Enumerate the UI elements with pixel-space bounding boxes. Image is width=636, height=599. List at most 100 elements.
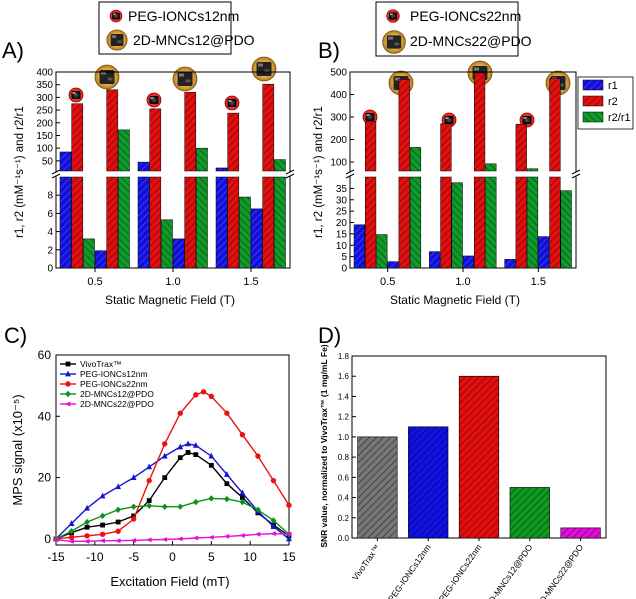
c-series-2-point-8 xyxy=(177,410,183,416)
panel-label-d: D) xyxy=(318,323,341,348)
c-series-line-4 xyxy=(55,532,290,542)
panel-b-legend: r1 r2 r2/r1 xyxy=(577,76,634,130)
legend-a-label-2: 2D-MNCs12@PDO xyxy=(133,32,255,48)
c-series-2-point-4 xyxy=(115,528,121,534)
c-series-0-point-3 xyxy=(100,522,105,528)
c-series-3-point-9 xyxy=(192,498,199,506)
d-ytick-label-1: 0.2 xyxy=(338,514,350,523)
panel-c-xlabel: Excitation Field (mT) xyxy=(110,574,229,589)
c-series-0-point-9 xyxy=(185,450,191,455)
d-ytick-label-6: 1.2 xyxy=(338,413,350,422)
a-xtick-label-1: 1.0 xyxy=(165,276,180,288)
panel-d-chart: SNR value, normalized to VivoTrax™ (1 mg… xyxy=(319,344,607,599)
b-bar-r2r1-2D-MNCs22@PDO-2 xyxy=(560,190,572,269)
b-ytick-upper-label-2: 300 xyxy=(330,113,347,124)
c-series-line-1 xyxy=(55,443,290,540)
d-ytick-label-3: 0.6 xyxy=(338,473,350,482)
a-bar-r2-2D-MNCs12@PDO-lower-0 xyxy=(106,176,119,269)
c-xtick-label-1: -10 xyxy=(86,550,104,564)
legend-label-r2r1: r2/r1 xyxy=(608,112,631,124)
b-bar-r2r1-2D-MNCs22@PDO-lower-0 xyxy=(409,176,422,269)
panel-d-ylabel: SNR value, normalized to VivoTrax™ (1 mg… xyxy=(319,344,329,547)
a-axis-break-mark-right-2 xyxy=(285,173,295,179)
c-series-4-point-14 xyxy=(270,531,276,537)
a-bar-r2r1-PEG-IONCs12nm-0 xyxy=(83,238,95,269)
a-xtick-label-0: 0.5 xyxy=(87,276,102,288)
c-series-4-point-12 xyxy=(239,533,245,538)
panel-b-xlabel: Static Magnetic Field (T) xyxy=(390,293,520,307)
c-series-4-point-2 xyxy=(83,538,90,544)
panel-a-chart: r1, r2 (mM⁻¹s⁻¹) and r2/r1 Static Magnet… xyxy=(14,56,295,307)
a-bar-r2r1-2D-MNCs12@PDO-upper-2 xyxy=(274,159,286,172)
a-bar-r2r1-2D-MNCs12@PDO-upper-1 xyxy=(196,147,208,172)
c-series-2-point-11 xyxy=(208,393,215,400)
panel-c-ylabel: MPS signal (x10⁻⁵) xyxy=(10,394,25,505)
b-bar-r2r1-PEG-IONCs22nm-1 xyxy=(451,182,463,269)
c-series-1-point-13 xyxy=(239,489,246,496)
a-axis-break-band xyxy=(53,172,293,176)
b-xtick-label-0: 0.5 xyxy=(380,276,395,288)
c-series-1-point-5 xyxy=(130,474,137,480)
nanoparticle-peg12-icon xyxy=(109,9,123,23)
panel-label-c: C) xyxy=(4,323,27,348)
a-bar-r1-2D-MNCs12@PDO-1 xyxy=(172,238,185,269)
c-series-line-0 xyxy=(55,451,290,540)
d-ytick-label-8: 1.6 xyxy=(338,372,350,381)
c-series-4-point-1 xyxy=(68,538,74,544)
a-bar-r1-PEG-IONCs12nm-upper-1 xyxy=(137,161,150,172)
c-ytick-label-0: 0 xyxy=(44,532,51,546)
c-ytick-label-1: 20 xyxy=(38,471,52,485)
a-axis-break-mark-left-1 xyxy=(51,169,61,175)
panel-a-xlabel: Static Magnetic Field (T) xyxy=(105,293,235,307)
b-bar-r2r1-2D-MNCs22@PDO-upper-1 xyxy=(485,163,497,172)
a-bar-r2r1-PEG-IONCs12nm-2 xyxy=(239,196,251,269)
d-ytick-label-2: 0.4 xyxy=(338,494,350,503)
b-bar-r1-PEG-IONCs22nm-1 xyxy=(429,251,441,269)
c-series-2-point-3 xyxy=(99,531,106,537)
c-series-4-point-8 xyxy=(176,536,183,542)
c-series-1-point-1 xyxy=(68,520,75,526)
c-series-4-point-0 xyxy=(52,537,59,543)
c-series-3-point-11 xyxy=(223,495,230,503)
c-ytick-label-2: 40 xyxy=(38,409,52,423)
a-ytick-lower-label-2: 4 xyxy=(47,227,53,238)
b-bar-r2-PEG-IONCs22nm-upper-1 xyxy=(440,123,452,172)
a-ytick-upper-label-3: 200 xyxy=(36,118,53,129)
a-ytick-lower-label-0: 0 xyxy=(47,264,53,275)
b-ytick-lower-label-6: 30 xyxy=(336,195,348,206)
b-bar-r2r1-PEG-IONCs22nm-lower-2 xyxy=(526,176,539,269)
np-a-large-1 xyxy=(172,66,198,92)
b-ytick-upper-label-1: 200 xyxy=(330,135,347,146)
a-bar-r2-PEG-IONCs12nm-lower-0 xyxy=(71,176,84,269)
a-bar-r2-PEG-IONCs12nm-upper-1 xyxy=(149,108,162,172)
b-axis-break-mark-left-2 xyxy=(345,173,355,179)
b-axis-break-mark-right-2 xyxy=(571,173,581,179)
a-bar-r2r1-2D-MNCs12@PDO-lower-2 xyxy=(274,176,286,269)
a-bar-r2-PEG-IONCs12nm-lower-2 xyxy=(227,176,240,269)
legend-b-nanoparticles: PEG-IONCs22nm 2D-MNCs22@PDO xyxy=(375,1,532,57)
b-bar-r2-PEG-IONCs22nm-upper-0 xyxy=(364,121,377,172)
a-bar-r2-2D-MNCs12@PDO-lower-1 xyxy=(184,176,197,269)
a-ytick-upper-label-5: 300 xyxy=(36,93,53,104)
b-xtick-label-1: 1.0 xyxy=(455,276,470,288)
d-xtick-label-3: 2D-MNCs12@PDO xyxy=(484,542,535,599)
c-series-4-point-13 xyxy=(254,531,261,537)
np-a-large-0 xyxy=(94,64,120,90)
c-xtick-label-5: 10 xyxy=(243,550,257,564)
b-bar-r2-PEG-IONCs22nm-lower-2 xyxy=(515,176,527,269)
a-bar-r1-PEG-IONCs12nm-lower-0 xyxy=(59,176,72,269)
c-series-0-point-7 xyxy=(162,475,168,480)
c-series-3-point-14 xyxy=(270,517,277,524)
d-xtick-label-1: PEG-IONCs12nm xyxy=(386,542,433,599)
nanoparticle-peg22-icon xyxy=(386,9,400,23)
legend-label-r2: r2 xyxy=(608,96,618,108)
a-ytick-lower-label-3: 6 xyxy=(47,209,53,220)
b-bar-r2-2D-MNCs22@PDO-upper-1 xyxy=(473,72,486,172)
c-series-0-point-4 xyxy=(115,519,121,525)
d-bar-2 xyxy=(458,375,500,539)
c-series-1-point-4 xyxy=(115,483,122,490)
panel-c-chart: MPS signal (x10⁻⁵) Excitation Field (mT)… xyxy=(10,348,296,589)
d-ytick-label-7: 1.4 xyxy=(338,392,350,401)
b-axis-break-mark-right-1 xyxy=(571,169,581,175)
a-ytick-upper-label-6: 350 xyxy=(36,80,53,91)
